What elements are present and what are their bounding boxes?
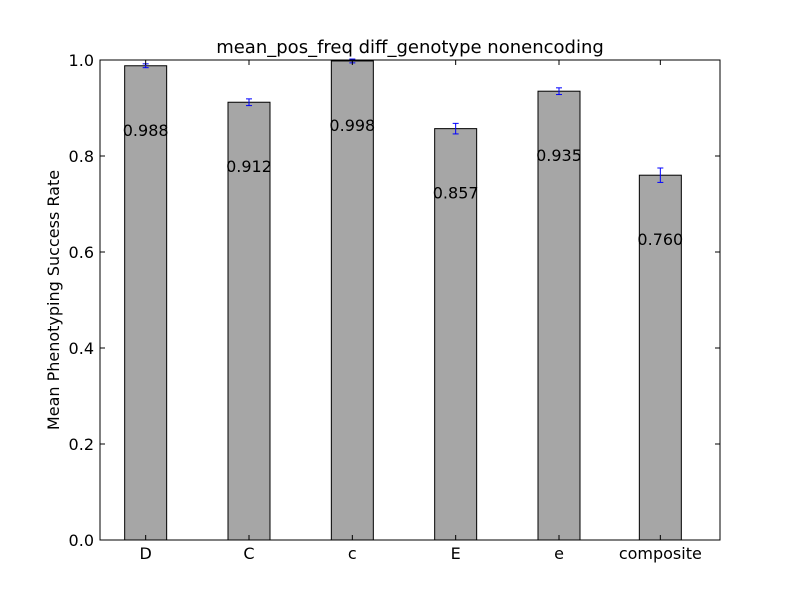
x-tick-label-E: E: [451, 544, 461, 563]
y-tick-label: 0.4: [69, 339, 94, 358]
data-label-C: 0.912: [226, 157, 272, 176]
x-tick-label-c: c: [348, 544, 357, 563]
data-label-composite: 0.760: [637, 230, 683, 249]
data-label-E: 0.857: [433, 184, 479, 203]
x-tick-label-composite: composite: [619, 544, 702, 563]
data-label-e: 0.935: [536, 146, 582, 165]
y-tick-label: 1.0: [69, 51, 94, 70]
bar-c: [330, 60, 374, 541]
chart-title: mean_pos_freq diff_genotype nonencoding: [216, 37, 604, 58]
y-tick-label: 0.2: [69, 435, 94, 454]
x-tick-label-C: C: [243, 544, 254, 563]
y-tick-label: 0.0: [69, 531, 94, 550]
y-axis-label: Mean Phenotyping Success Rate: [44, 170, 63, 430]
x-tick-label-e: e: [554, 544, 564, 563]
data-label-D: 0.988: [123, 121, 169, 140]
plot-frame: [99, 59, 721, 541]
y-tick-label: 0.6: [69, 243, 94, 262]
data-label-c: 0.998: [329, 116, 375, 135]
x-tick-label-D: D: [140, 544, 152, 563]
y-tick-label: 0.8: [69, 147, 94, 166]
plot-area: 0.988 0.912 0.998 0.857 0.935 0.760 0.0 0.2 0.4 0…: [69, 51, 721, 563]
bar-D: [124, 65, 168, 541]
